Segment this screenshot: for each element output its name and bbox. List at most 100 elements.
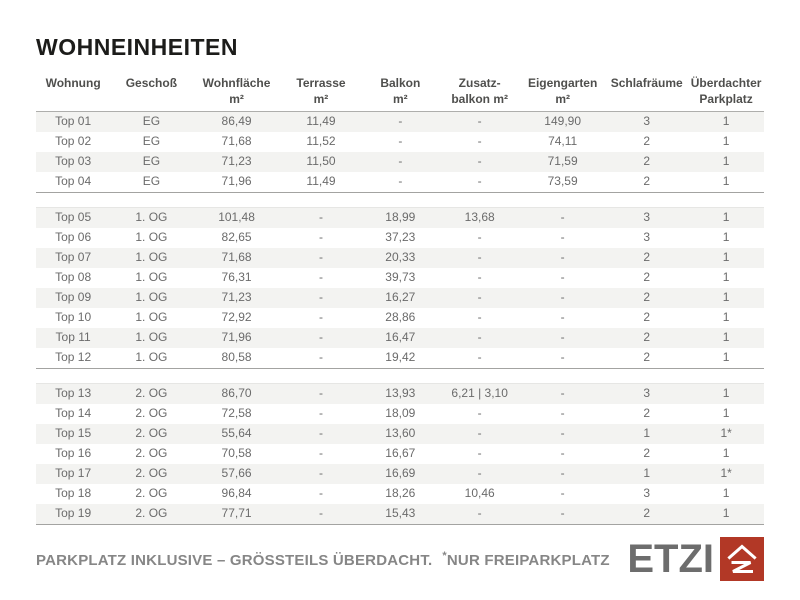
- table-cell: 101,48: [218, 209, 255, 224]
- table-cell: Top 09: [55, 289, 92, 304]
- table-cell: -: [477, 425, 482, 440]
- table-row: Top 01 EG 86,49 11,49 - - 149,90 3 1: [36, 111, 764, 132]
- table-cell: 1: [722, 113, 730, 128]
- table-cell: 1*: [720, 425, 732, 440]
- table-cell: 2. OG: [135, 405, 168, 420]
- units-table: Wohnung Geschoß Wohnfläche m² Terrasse m² Balk…: [36, 74, 764, 525]
- table-cell: 86,49: [221, 113, 252, 128]
- table-cell: 13,93: [385, 385, 416, 400]
- table-cell: Top 11: [55, 329, 91, 344]
- table-cell: 1: [722, 209, 730, 224]
- table-row: Top 10 1. OG 72,92 - 28,86 - - 2 1: [36, 308, 764, 328]
- table-row: Top 14 2. OG 72,58 - 18,09 - - 2 1: [36, 404, 764, 424]
- table-cell: 57,66: [221, 465, 252, 480]
- table-cell: -: [477, 113, 482, 128]
- table-cell: -: [560, 465, 565, 480]
- table-cell: -: [477, 229, 482, 244]
- table-cell: 86,70: [221, 385, 252, 400]
- table-cell: 1: [722, 153, 730, 168]
- table-cell: 1: [722, 445, 730, 460]
- table-cell: 74,11: [548, 133, 578, 148]
- table-cell: 1. OG: [135, 329, 168, 344]
- table-cell: -: [477, 309, 482, 324]
- column-header: Balkon m²: [380, 76, 421, 106]
- units-table-header: Wohnung Geschoß Wohnfläche m² Terrasse m² Balk…: [36, 74, 764, 112]
- table-cell: -: [477, 153, 482, 168]
- table-cell: -: [560, 485, 565, 500]
- table-cell: -: [477, 405, 482, 420]
- table-cell: 39,73: [385, 269, 416, 284]
- table-cell: Top 07: [55, 249, 92, 264]
- table-cell: 1. OG: [135, 229, 168, 244]
- table-cell: 2: [643, 349, 651, 364]
- table-cell: -: [560, 269, 565, 284]
- table-cell: 18,26: [385, 485, 416, 500]
- etzi-logo: ETZI: [627, 537, 764, 582]
- table-cell: 1. OG: [135, 209, 168, 224]
- table-cell: 2: [643, 289, 651, 304]
- table-cell: 1: [722, 405, 730, 420]
- units-table-body: Top 01 EG 86,49 11,49 - - 149,90 3 1 Top 02 EG 71,6…: [36, 111, 764, 525]
- table-cell: 16,69: [385, 465, 416, 480]
- table-cell: -: [318, 425, 323, 440]
- table-row: Top 03 EG 71,23 11,50 - - 71,59 2 1: [36, 151, 764, 172]
- table-cell: 80,58: [221, 349, 252, 364]
- table-row: Top 15 2. OG 55,64 - 13,60 - - 1 1*: [36, 423, 764, 444]
- table-cell: Top 08: [55, 269, 92, 284]
- table-cell: Top 19: [55, 505, 92, 520]
- table-row: Top 09 1. OG 71,23 - 16,27 - - 2 1: [36, 287, 764, 308]
- table-cell: -: [560, 229, 565, 244]
- table-cell: -: [318, 309, 323, 324]
- table-cell: Top 12: [55, 349, 92, 364]
- table-cell: 1: [722, 385, 730, 400]
- table-cell: 16,47: [385, 329, 416, 344]
- column-header: Wohnfläche m²: [202, 76, 271, 106]
- table-cell: Top 03: [55, 153, 92, 168]
- table-cell: 76,31: [221, 269, 252, 284]
- table-cell: 71,96: [221, 329, 252, 344]
- table-cell: 2: [643, 405, 651, 420]
- table-cell: 1: [722, 349, 730, 364]
- table-cell: Top 04: [55, 173, 92, 188]
- floor-group-1-og: Top 05 1. OG 101,48 - 18,99 13,68 - 3 1 Top 06 1. …: [36, 206, 764, 369]
- table-row: Top 05 1. OG 101,48 - 18,99 13,68 - 3 1: [36, 207, 764, 228]
- table-row: Top 06 1. OG 82,65 - 37,23 - - 3 1: [36, 228, 764, 248]
- table-row: Top 18 2. OG 96,84 - 18,26 10,46 - 3 1: [36, 484, 764, 504]
- asterisk: *: [442, 549, 447, 562]
- table-cell: 11,50: [306, 153, 336, 168]
- table-cell: 149,90: [544, 113, 581, 128]
- table-cell: 19,42: [385, 349, 416, 364]
- table-cell: 15,43: [385, 505, 416, 520]
- table-cell: 18,99: [385, 209, 416, 224]
- table-cell: 2: [643, 153, 651, 168]
- table-row: Top 16 2. OG 70,58 - 16,67 - - 2 1: [36, 444, 764, 464]
- floor-group-eg: Top 01 EG 86,49 11,49 - - 149,90 3 1 Top 02 EG 71,6…: [36, 111, 764, 193]
- table-cell: 1: [722, 505, 730, 520]
- table-cell: -: [560, 289, 565, 304]
- column-header: Schlafräume: [610, 76, 683, 90]
- table-cell: 77,71: [221, 505, 252, 520]
- table-cell: -: [477, 133, 482, 148]
- table-cell: 1. OG: [135, 249, 168, 264]
- table-cell: -: [318, 229, 323, 244]
- table-cell: 11,52: [306, 133, 336, 148]
- table-cell: 2: [643, 249, 651, 264]
- table-cell: -: [560, 445, 565, 460]
- table-cell: 1: [722, 329, 730, 344]
- table-cell: -: [560, 505, 565, 520]
- table-cell: -: [477, 289, 482, 304]
- table-cell: -: [560, 385, 565, 400]
- table-cell: 3: [643, 385, 651, 400]
- table-cell: 6,21 | 3,10: [451, 385, 508, 400]
- table-cell: Top 13: [55, 385, 92, 400]
- table-cell: -: [560, 329, 565, 344]
- table-cell: -: [477, 249, 482, 264]
- table-cell: 71,23: [221, 153, 252, 168]
- table-cell: EG: [142, 173, 161, 188]
- table-cell: 1. OG: [135, 309, 168, 324]
- header-row: Wohnung Geschoß Wohnfläche m² Terrasse m² Balk…: [36, 74, 764, 111]
- table-cell: 16,27: [385, 289, 416, 304]
- free-parking-note: *NUR FREIPARKPLATZ: [442, 549, 610, 569]
- table-cell: -: [318, 465, 323, 480]
